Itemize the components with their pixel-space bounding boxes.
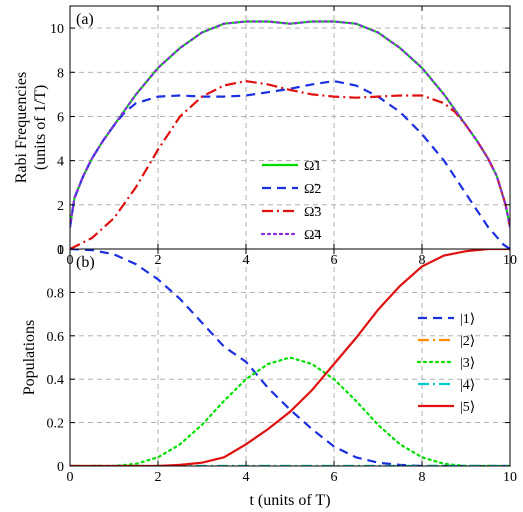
panel-label: (b) [76,254,95,271]
y-tick-label: 8 [57,66,64,81]
legend-label-5: |5⟩ [460,400,475,415]
y-tick-label: 0 [57,460,64,475]
x-tick-label: 10 [503,470,517,485]
x-tick-label: 6 [331,470,338,485]
plot-frame [69,5,511,250]
y-tick-label: 10 [50,22,64,37]
legend-label-3: Ω̃3 [304,205,321,220]
legend-label-2: Ω̃2 [304,182,321,197]
y-axis-label: Rabi Frequencies (units of 1/T) [13,72,49,184]
panel-label: (a) [76,11,94,28]
x-tick-label: 2 [155,470,162,485]
grid-lines [70,249,510,466]
x-tick-label: 8 [419,470,426,485]
y-tick-label: 6 [57,110,64,125]
y-tick-label: 0.4 [47,373,65,388]
legend: |1⟩ |2⟩ |3⟩ |4⟩ |5⟩ [416,312,475,415]
series-line-4 [70,20,510,228]
series-group [70,249,510,466]
legend-label-3: |3⟩ [460,356,475,371]
series-group [70,20,510,249]
series-line-3 [70,356,510,466]
plot-frame [69,248,511,467]
grid-lines [70,6,510,249]
panel-b-populations: 0 2 4 6 8 10 0 0.2 0.4 0.6 0.8 1 (b) Populations t (un… [21,243,517,509]
y-axis-label: Populations [21,320,38,396]
y-tick-label: 0.8 [47,286,65,301]
x-tick-label: 4 [243,470,250,485]
y-tick-label: 0.6 [47,330,65,345]
y-tick-label: 2 [57,199,64,214]
series-line-3 [70,79,510,249]
x-tick-label: 0 [67,470,74,485]
y-tick-label: 4 [57,155,64,170]
y-tick-label: 0.2 [47,417,65,432]
legend: Ω̃1 Ω̃2 Ω̃3 Ω̃4 [260,159,321,243]
legend-label-1: |1⟩ [460,312,475,327]
panel-a-rabi-frequencies: 02468100246810(a)Rabi Frequencies(units … [13,5,517,268]
y-tick-label: 1 [57,243,64,258]
legend-label-2: |2⟩ [460,334,475,349]
series-line-5 [70,249,510,466]
legend-label-4: Ω̃4 [304,228,321,243]
x-axis-label: t (units of T) [249,492,330,509]
legend-label-1: Ω̃1 [304,159,321,174]
series-line-1 [70,20,510,228]
legend-label-4: |4⟩ [460,378,475,393]
y-tick-label: 0 [57,243,64,258]
